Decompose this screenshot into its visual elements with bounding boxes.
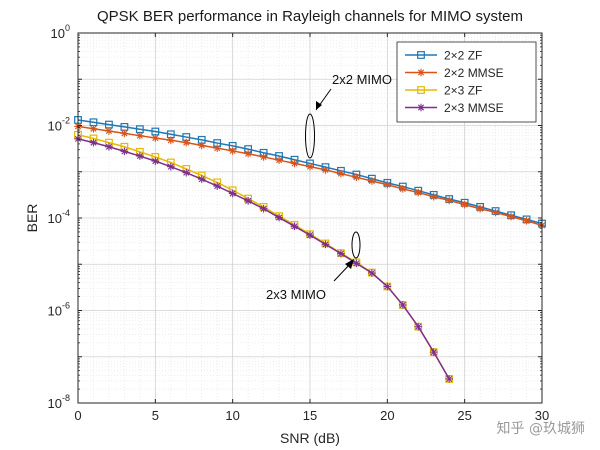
legend-item: 2×2 MMSE	[405, 66, 504, 80]
data-point	[476, 204, 484, 213]
data-point	[414, 322, 423, 331]
data-point	[429, 192, 438, 201]
data-point	[213, 182, 221, 190]
legend-item: 2×3 ZF	[405, 84, 482, 98]
data-point	[151, 134, 160, 142]
legend-label: 2×2 ZF	[444, 49, 482, 63]
annotation-ellipse-2x3	[351, 231, 361, 259]
x-tick-label: 20	[380, 408, 394, 423]
legend-label: 2×3 MMSE	[444, 101, 504, 115]
data-point	[275, 213, 283, 222]
ticks-layer	[77, 32, 543, 404]
data-point	[491, 208, 500, 217]
annotation-2x2: 2x2 MIMO	[305, 72, 392, 159]
data-point	[507, 212, 515, 221]
data-point	[228, 189, 237, 198]
annotation-2x3: 2x3 MIMO	[266, 231, 361, 302]
data-point	[352, 173, 361, 182]
data-point	[136, 131, 144, 140]
data-point	[414, 188, 423, 197]
y-tick-label: 100	[51, 23, 70, 41]
data-point	[244, 149, 252, 158]
x-tick-label: 10	[225, 408, 239, 423]
legend-label: 2×2 MMSE	[444, 66, 504, 80]
data-point	[417, 103, 425, 112]
data-point	[368, 269, 376, 277]
data-point	[120, 147, 129, 156]
annotation-arrowhead-2x2	[316, 101, 322, 110]
data-point	[460, 200, 469, 209]
data-point	[445, 375, 453, 383]
x-tick-label: 30	[535, 408, 549, 423]
data-point	[337, 169, 345, 178]
data-point	[522, 216, 531, 225]
data-point	[89, 124, 98, 133]
annotation-label-2x3: 2x3 MIMO	[266, 287, 326, 302]
legend-item: 2×2 ZF	[405, 49, 482, 63]
watermark: 知乎 @玖城狮	[497, 420, 585, 437]
data-point	[368, 177, 376, 185]
data-point	[136, 152, 144, 160]
data-point	[228, 147, 237, 155]
data-point	[213, 144, 221, 152]
x-tick-label: 15	[303, 408, 317, 423]
legend: 2×2 ZF 2×2 MMSE 2×3 ZF 2×3 MMSE	[396, 41, 537, 123]
data-point	[182, 138, 191, 147]
data-point	[259, 204, 268, 213]
data-point	[337, 249, 345, 258]
x-axis-label: SNR (dB)	[280, 430, 340, 446]
data-point	[120, 129, 129, 138]
x-tick-labels: 0 5 10 15 20 25 30	[74, 408, 549, 423]
data-point	[105, 142, 113, 151]
data-point	[321, 240, 330, 249]
chart-title: QPSK BER performance in Rayleigh channel…	[97, 8, 523, 25]
y-tick-label: 10-4	[48, 208, 70, 226]
data-point	[383, 180, 392, 189]
data-point	[244, 197, 252, 205]
data-point	[399, 185, 407, 193]
series-layer	[74, 116, 546, 383]
data-point	[445, 196, 453, 205]
data-point	[417, 86, 425, 94]
series-2	[74, 122, 546, 230]
legend-item: 2×3 MMSE	[405, 101, 504, 115]
data-point	[167, 136, 175, 145]
y-tick-label: 10-6	[48, 301, 70, 319]
x-tick-label: 5	[152, 408, 159, 423]
data-point	[399, 301, 407, 309]
x-tick-label: 25	[457, 408, 471, 423]
y-axis-label: BER	[24, 204, 40, 233]
data-point	[89, 138, 98, 147]
data-point	[151, 157, 160, 165]
data-point	[306, 231, 314, 239]
data-point	[383, 282, 392, 291]
data-point	[105, 127, 113, 135]
data-point	[182, 168, 191, 177]
y-tick-labels: 100 10-2 10-4 10-6 10-8	[48, 23, 70, 411]
annotation-ellipse-2x2	[305, 113, 315, 159]
data-point	[197, 141, 206, 150]
data-point	[275, 156, 283, 164]
legend-label: 2×3 ZF	[444, 84, 482, 98]
data-point	[290, 222, 299, 231]
annotation-arrowhead-2x3	[345, 259, 354, 269]
x-tick-label: 0	[74, 408, 81, 423]
data-point	[352, 259, 361, 268]
data-point	[429, 348, 438, 356]
data-point	[167, 162, 175, 171]
data-point	[259, 153, 268, 161]
data-point	[197, 175, 206, 183]
data-point	[417, 51, 425, 59]
data-point	[306, 162, 314, 171]
y-tick-label: 10-8	[48, 393, 70, 411]
data-point	[290, 159, 299, 168]
y-tick-label: 10-2	[48, 116, 70, 134]
annotation-label-2x2: 2x2 MIMO	[332, 72, 392, 87]
data-point	[417, 68, 425, 77]
data-point	[321, 166, 330, 174]
